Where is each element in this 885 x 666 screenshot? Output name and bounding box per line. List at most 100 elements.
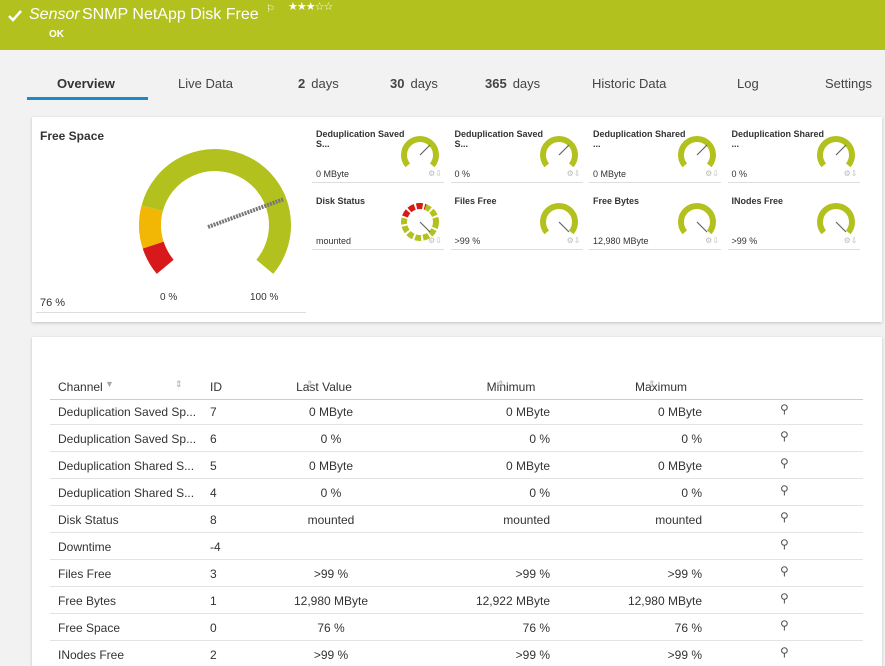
column-header[interactable]: Last Value bbox=[264, 380, 384, 394]
tab-label: Live Data bbox=[178, 76, 233, 91]
tab-count: 2 bbox=[298, 76, 305, 91]
row-action[interactable]: ⚲ bbox=[780, 564, 789, 578]
small-gauge-value: 0 % bbox=[455, 169, 471, 179]
flag-icon[interactable]: ⚐ bbox=[266, 4, 275, 15]
sort-icon[interactable]: ▼ bbox=[105, 379, 114, 389]
table-cell: >99 % bbox=[271, 648, 391, 662]
table-cell: Deduplication Shared S... bbox=[58, 459, 194, 473]
table-row: Deduplication Saved Sp...60 %0 %0 %⚲ bbox=[50, 424, 863, 452]
table-cell: 76 % bbox=[271, 621, 391, 635]
gauge-tools[interactable]: ⚙⇩ bbox=[844, 236, 858, 245]
gauge-arc bbox=[150, 208, 153, 245]
table-cell: >99 % bbox=[668, 567, 702, 581]
row-action[interactable]: ⚲ bbox=[780, 483, 789, 497]
priority-stars[interactable]: ★★★☆☆ bbox=[288, 0, 332, 13]
table-row: Deduplication Saved Sp...70 MByte0 MByte… bbox=[50, 397, 863, 425]
small-gauge-value: 0 MByte bbox=[316, 169, 349, 179]
row-action[interactable]: ⚲ bbox=[780, 645, 789, 659]
small-needle bbox=[420, 145, 430, 155]
table-cell: mounted bbox=[271, 513, 391, 527]
gauge-tools[interactable]: ⚙⇩ bbox=[567, 169, 581, 178]
gauge-tools[interactable]: ⚙⇩ bbox=[705, 236, 719, 245]
small-arc bbox=[543, 139, 575, 165]
small-gauge: Disk Statusmounted⚙⇩ bbox=[312, 192, 444, 250]
table-cell: >99 % bbox=[516, 567, 550, 581]
table-cell: 1 bbox=[210, 594, 217, 608]
gauge-tools[interactable]: ⚙⇩ bbox=[567, 236, 581, 245]
small-gauge: Deduplication Saved S...0 MByte⚙⇩ bbox=[312, 125, 444, 183]
column-header[interactable]: ID bbox=[210, 380, 222, 394]
small-gauge-value: 0 MByte bbox=[593, 169, 626, 179]
table-cell: 2 bbox=[210, 648, 217, 662]
table-cell: Free Bytes bbox=[58, 594, 116, 608]
row-action[interactable]: ⚲ bbox=[780, 618, 789, 632]
table-cell: Files Free bbox=[58, 567, 111, 581]
tab-label: Log bbox=[737, 76, 759, 91]
gauge-max: 100 % bbox=[250, 292, 278, 303]
small-gauge: Deduplication Shared ...0 %⚙⇩ bbox=[728, 125, 860, 183]
table-cell: 8 bbox=[210, 513, 217, 527]
table-cell: 7 bbox=[210, 405, 217, 419]
small-gauge-value: >99 % bbox=[732, 236, 758, 246]
tab[interactable]: Log bbox=[732, 76, 759, 91]
sort-icon[interactable]: ⇕ bbox=[497, 379, 505, 390]
table-row: Disk Status8mountedmountedmounted⚲ bbox=[50, 505, 863, 533]
small-needle bbox=[697, 222, 707, 232]
main-gauge-value: 76 % bbox=[40, 297, 65, 309]
small-needle bbox=[559, 145, 569, 155]
column-header[interactable]: Minimum bbox=[451, 380, 571, 394]
small-needle bbox=[836, 145, 846, 155]
gauge-tools[interactable]: ⚙⇩ bbox=[844, 169, 858, 178]
sort-icon[interactable]: ⇕ bbox=[306, 379, 314, 390]
table-cell: 12,922 MByte bbox=[476, 594, 550, 608]
table-row: Deduplication Shared S...40 %0 %0 %⚲ bbox=[50, 478, 863, 506]
status-text: OK bbox=[49, 29, 64, 40]
small-gauge-title: Files Free bbox=[455, 196, 497, 206]
table-cell: Deduplication Saved Sp... bbox=[58, 432, 196, 446]
header-bar: Sensor SNMP NetApp Disk Free ⚐ ★★★☆☆ OK bbox=[0, 0, 885, 50]
gauge-arc bbox=[153, 245, 165, 267]
tab[interactable]: 365days bbox=[485, 76, 540, 91]
tab[interactable]: Settings bbox=[820, 76, 872, 91]
table-cell: Deduplication Saved Sp... bbox=[58, 405, 196, 419]
gauge-tools[interactable]: ⚙⇩ bbox=[705, 169, 719, 178]
tab[interactable]: Live Data bbox=[173, 76, 233, 91]
row-action[interactable]: ⚲ bbox=[780, 591, 789, 605]
row-action[interactable]: ⚲ bbox=[780, 402, 789, 416]
sort-icon[interactable]: ⇕ bbox=[648, 379, 656, 390]
tab[interactable]: Overview bbox=[52, 76, 115, 91]
small-gauge: Deduplication Saved S...0 %⚙⇩ bbox=[451, 125, 583, 183]
gauge-tools[interactable]: ⚙⇩ bbox=[428, 236, 442, 245]
table-cell: mounted bbox=[503, 513, 550, 527]
sensor-title: SNMP NetApp Disk Free bbox=[82, 6, 259, 24]
gauges-panel: Free Space 0 % 100 % 76 % Deduplication … bbox=[32, 117, 882, 322]
table-cell: 0 % bbox=[271, 486, 391, 500]
table-cell: 0 % bbox=[681, 432, 702, 446]
table-cell: 0 MByte bbox=[271, 459, 391, 473]
column-header[interactable]: Channel bbox=[58, 380, 103, 394]
tab-count: 30 bbox=[390, 76, 404, 91]
row-action[interactable]: ⚲ bbox=[780, 456, 789, 470]
table-cell: 5 bbox=[210, 459, 217, 473]
small-needle bbox=[420, 222, 430, 232]
small-arc bbox=[820, 206, 852, 232]
tab-label: Settings bbox=[825, 76, 872, 91]
gauge-tools[interactable]: ⚙⇩ bbox=[428, 169, 442, 178]
table-cell: 12,980 MByte bbox=[628, 594, 702, 608]
tab-label: days bbox=[513, 76, 540, 91]
active-tab-underline bbox=[27, 97, 148, 100]
row-action[interactable]: ⚲ bbox=[780, 537, 789, 551]
small-gauge-value: mounted bbox=[316, 236, 351, 246]
table-header: Channel▼ID⇕Last Value⇕Minimum⇕Maximum⇕ bbox=[50, 372, 863, 400]
tab[interactable]: 2days bbox=[298, 76, 339, 91]
table-cell: -4 bbox=[210, 540, 221, 554]
table-cell: 0 bbox=[210, 621, 217, 635]
row-action[interactable]: ⚲ bbox=[780, 510, 789, 524]
small-needle bbox=[559, 222, 569, 232]
column-header[interactable]: Maximum bbox=[601, 380, 721, 394]
sort-icon[interactable]: ⇕ bbox=[175, 379, 183, 390]
tab[interactable]: 30days bbox=[390, 76, 438, 91]
row-action[interactable]: ⚲ bbox=[780, 429, 789, 443]
tab[interactable]: Historic Data bbox=[587, 76, 666, 91]
